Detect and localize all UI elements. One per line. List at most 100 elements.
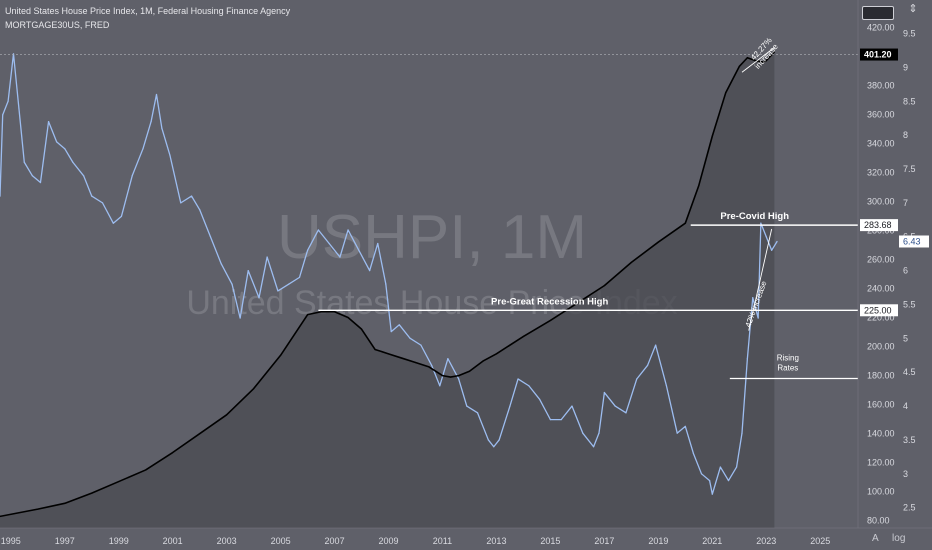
mortgage-point [339,256,341,258]
auto-scale-icon[interactable]: ⇕ [908,3,918,15]
rate-axis-tick: 3.5 [903,435,916,445]
hpi-area-layer [0,51,775,529]
rate-axis-tick: 3 [903,469,908,479]
log-button[interactable]: log [892,533,906,544]
hpi-axis-tick: 340.00 [867,138,895,148]
hpi-axis-tick: 300.00 [867,196,895,206]
x-axis-tick: 2003 [217,536,237,546]
mortgage-point [347,229,349,231]
x-axis-tick: 2013 [486,536,506,546]
mortgage-point [385,283,387,285]
mortgage-point [735,466,738,468]
mortgage-point [190,195,193,197]
hpi-axis-tick: 200.00 [867,342,895,352]
hpi-point [199,433,201,435]
hpi-point [320,311,322,313]
x-axis-tick: 2023 [756,536,776,546]
hpi-point [482,360,484,362]
hpi-axis-tick: 260.00 [867,254,895,264]
mortgage-point [199,209,201,211]
mortgage-point [317,229,319,231]
mortgage-point [655,344,657,346]
rising-rates-label-line1: Rising [777,354,799,363]
mortgage-point [358,249,360,251]
mortgage-point [598,432,600,434]
settings-icon[interactable] [862,6,894,20]
hpi-point [773,51,775,53]
mortgage-point [447,358,449,360]
mortgage-point [266,256,268,258]
mortgage-point [369,270,371,272]
mortgage-point [498,439,500,441]
mortgage-point [741,432,743,434]
hpi-point [387,353,390,355]
mortgage-point [298,276,301,278]
hpi-axis-tick: 100.00 [867,487,895,497]
mortgage-point [760,222,762,224]
mortgage-point [409,337,411,339]
auto-button[interactable]: A [872,533,879,544]
hpi-axis-tick: 420.00 [867,22,895,32]
pre-great-recession-high-badge-text: 225.00 [864,305,892,315]
mortgage-point [72,161,74,163]
rate-axis-tick: 8 [903,130,908,140]
hpi-axis-tick: 380.00 [867,80,895,90]
mortgage-point [150,121,152,123]
pre-covid-high-label: Pre-Covid High [720,211,789,222]
x-axis-tick: 2015 [540,536,560,546]
mortgage-point [676,432,678,434]
hpi-point [725,91,727,94]
mortgage-point [288,283,290,285]
x-axis-tick: 2025 [810,536,830,546]
hpi-axis-tick: 180.00 [867,371,895,381]
rate-axis-tick: 5.5 [903,299,916,309]
mortgage-point [711,493,713,495]
mortgage-point [112,222,114,224]
mortgage-point [101,202,104,204]
mortgage-point [247,270,249,272]
rate-axis-tick: 4.5 [903,367,916,377]
hpi-point [657,241,659,243]
mortgage-point [539,398,541,400]
x-axis-tick: 1995 [1,536,21,546]
hpi-point [762,61,765,63]
axis-mode-controls[interactable]: A log [872,533,905,544]
hpi-point [522,335,525,338]
hpi-axis-tick: 220.00 [867,313,895,323]
x-axis-tick: 2017 [594,536,614,546]
rate-axis-tick: 2.5 [903,503,916,513]
x-axis-tick: 2001 [163,536,183,546]
hpi-point [576,302,578,304]
hpi-point [64,502,66,504]
hpi-point [603,285,605,287]
x-axis-tick: 2005 [271,536,291,546]
mortgage-point [277,290,279,292]
mortgage-point [220,263,222,265]
hpi-point [374,348,376,351]
hpi-point [711,135,713,137]
mortgage-point [231,283,233,285]
mortgage-point [517,378,519,380]
mortgage-point [582,432,584,434]
hpi-point [347,316,349,319]
mortgage-point [776,240,778,243]
mortgage-point [592,446,595,448]
legend-series-hpi[interactable]: United States House Price Index, 1M, Fed… [5,6,291,16]
mortgage-point [646,364,649,367]
mortgage-point [757,317,759,319]
mortgage-point [439,385,441,387]
x-axis-tick: 2011 [433,536,452,546]
hpi-point [698,184,700,187]
mortgage-point [528,385,530,387]
mortgage-point [476,412,479,414]
x-axis-tick: 2019 [648,536,668,546]
mortgage-point [692,452,695,455]
x-axis-tick: 2021 [702,536,722,546]
mortgage-point [509,405,511,407]
mortgage-point [91,195,93,197]
legend-series-mortgage[interactable]: MORTGAGE30US, FRED [5,20,110,30]
mortgage-point [420,344,422,346]
watermark-symbol: USHPI, 1M [277,203,587,272]
